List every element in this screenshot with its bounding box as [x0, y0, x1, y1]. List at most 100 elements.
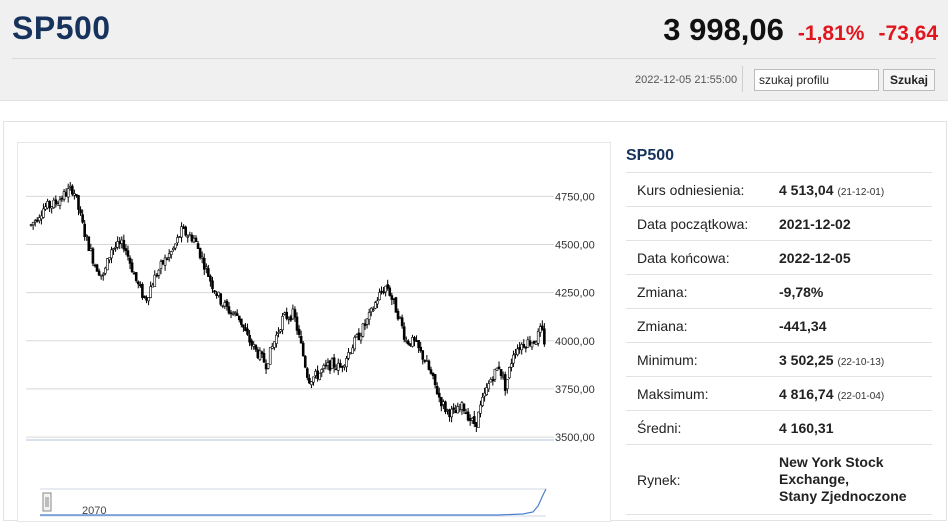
candle-body [122, 239, 126, 250]
y-tick-label: 4250,00 [555, 288, 595, 300]
candle-body [42, 208, 45, 218]
candle-body [215, 293, 218, 296]
candle-body [99, 274, 103, 277]
candle-body [341, 366, 344, 368]
candle-body [246, 328, 249, 335]
candle-body [425, 360, 429, 362]
candle-body [134, 272, 138, 281]
stats-value-text: 3 502,25 [779, 351, 834, 368]
candle-body [147, 297, 150, 302]
candle-body [262, 353, 266, 363]
candle-body [283, 312, 286, 315]
candle-body [93, 264, 97, 267]
candle-body [330, 358, 334, 369]
candle-body [196, 243, 200, 249]
candle-body [33, 220, 37, 223]
candle-body [130, 262, 134, 273]
navigator-label: 2070 [82, 505, 106, 517]
search-input[interactable] [754, 69, 879, 91]
candle-body [266, 363, 270, 369]
candle-body [178, 236, 181, 238]
price-chart[interactable]: 4750,00 4500,00 4250,00 4000,00 3750,00 3500,… [17, 142, 611, 522]
candle-body [132, 272, 136, 275]
market-value: New York Stock Exchange, Stany Zjednoczone [779, 444, 932, 515]
ticker-symbol: SP500 [12, 10, 111, 46]
chart-canvas[interactable]: 4750,00 4500,00 4250,00 4000,00 3750,00 3500,… [18, 143, 611, 522]
stats-row: Kurs odniesienia: 4 513,04 (21-12-01) [626, 172, 932, 207]
candle-body [198, 247, 202, 259]
candle-body [202, 258, 206, 270]
candle-body [390, 295, 394, 300]
candle-body [407, 341, 410, 345]
candle-body [139, 284, 142, 287]
candle-body [50, 206, 53, 209]
candle-body [231, 312, 235, 315]
market-line: Stany Zjednoczone [779, 488, 907, 504]
candle-body [400, 317, 404, 327]
candle-body [301, 342, 305, 357]
candle-body [489, 379, 493, 383]
candle-body [536, 331, 540, 344]
change-absolute: -73,64 [878, 22, 938, 45]
candle-body [413, 337, 416, 341]
quote-header: SP500 3 998,06 -1,81% -73,64 2022-12-05 … [0, 0, 948, 101]
candle-body [388, 287, 392, 296]
candle-body [289, 316, 293, 321]
stats-row: Minimum: 3 502,25 (22-10-13) [626, 342, 932, 377]
candle-body [429, 369, 433, 374]
candle-body [48, 200, 51, 208]
stats-row: Data początkowa: 2021-12-02 [626, 206, 932, 241]
candle-body [254, 344, 258, 350]
stats-value: 4 816,74 (22-01-04) [779, 376, 932, 411]
candle-body [470, 418, 474, 421]
candle-body [481, 396, 484, 406]
candle-body [110, 249, 113, 259]
candle-body [357, 332, 361, 341]
candle-body [116, 241, 119, 248]
candle-body [60, 197, 64, 200]
candle-body [295, 316, 299, 331]
candle-body [394, 297, 398, 313]
candle-body [297, 328, 301, 335]
stats-label: Kurs odniesienia: [626, 172, 779, 207]
candle-body [157, 269, 161, 276]
stats-label: Rynek: [626, 444, 779, 515]
stats-value-text: 2022-12-05 [779, 249, 851, 266]
search-button[interactable]: Szukaj [883, 69, 935, 91]
stats-label: Data początkowa: [626, 206, 779, 241]
candle-body [91, 248, 95, 264]
candle-body [83, 223, 86, 237]
candle-body [468, 418, 472, 421]
candle-body [530, 342, 534, 348]
candle-body [522, 344, 526, 348]
candle-body [174, 243, 177, 249]
stats-value: 2022-12-05 [779, 240, 932, 275]
candle-body [227, 306, 231, 314]
candle-body [458, 408, 462, 410]
stats-value-text: 2021-12-02 [779, 215, 851, 232]
candle-body [270, 346, 274, 349]
candle-body [326, 362, 330, 366]
candle-body [277, 332, 280, 334]
stats-label: Zmiana: [626, 274, 779, 309]
quote-timestamp: 2022-12-05 21:55:00 [635, 74, 738, 86]
candle-body [427, 360, 431, 370]
candle-body [516, 348, 519, 356]
candle-body [172, 247, 175, 251]
candle-body [454, 410, 458, 414]
candle-body [81, 214, 84, 223]
candle-body [71, 185, 74, 195]
candle-body [514, 353, 517, 355]
last-price: 3 998,06 [663, 12, 784, 47]
stats-label: Średni: [626, 410, 779, 445]
stats-row: Średni: 4 160,31 [626, 410, 932, 445]
candle-body [242, 324, 245, 328]
candle-body [384, 285, 387, 293]
stats-value-date: (22-01-04) [837, 390, 885, 402]
candle-body [526, 339, 530, 348]
candle-body [495, 367, 499, 371]
candle-body [355, 334, 359, 338]
candle-body [318, 372, 321, 380]
candle-body [31, 222, 35, 226]
candle-body [371, 309, 375, 311]
